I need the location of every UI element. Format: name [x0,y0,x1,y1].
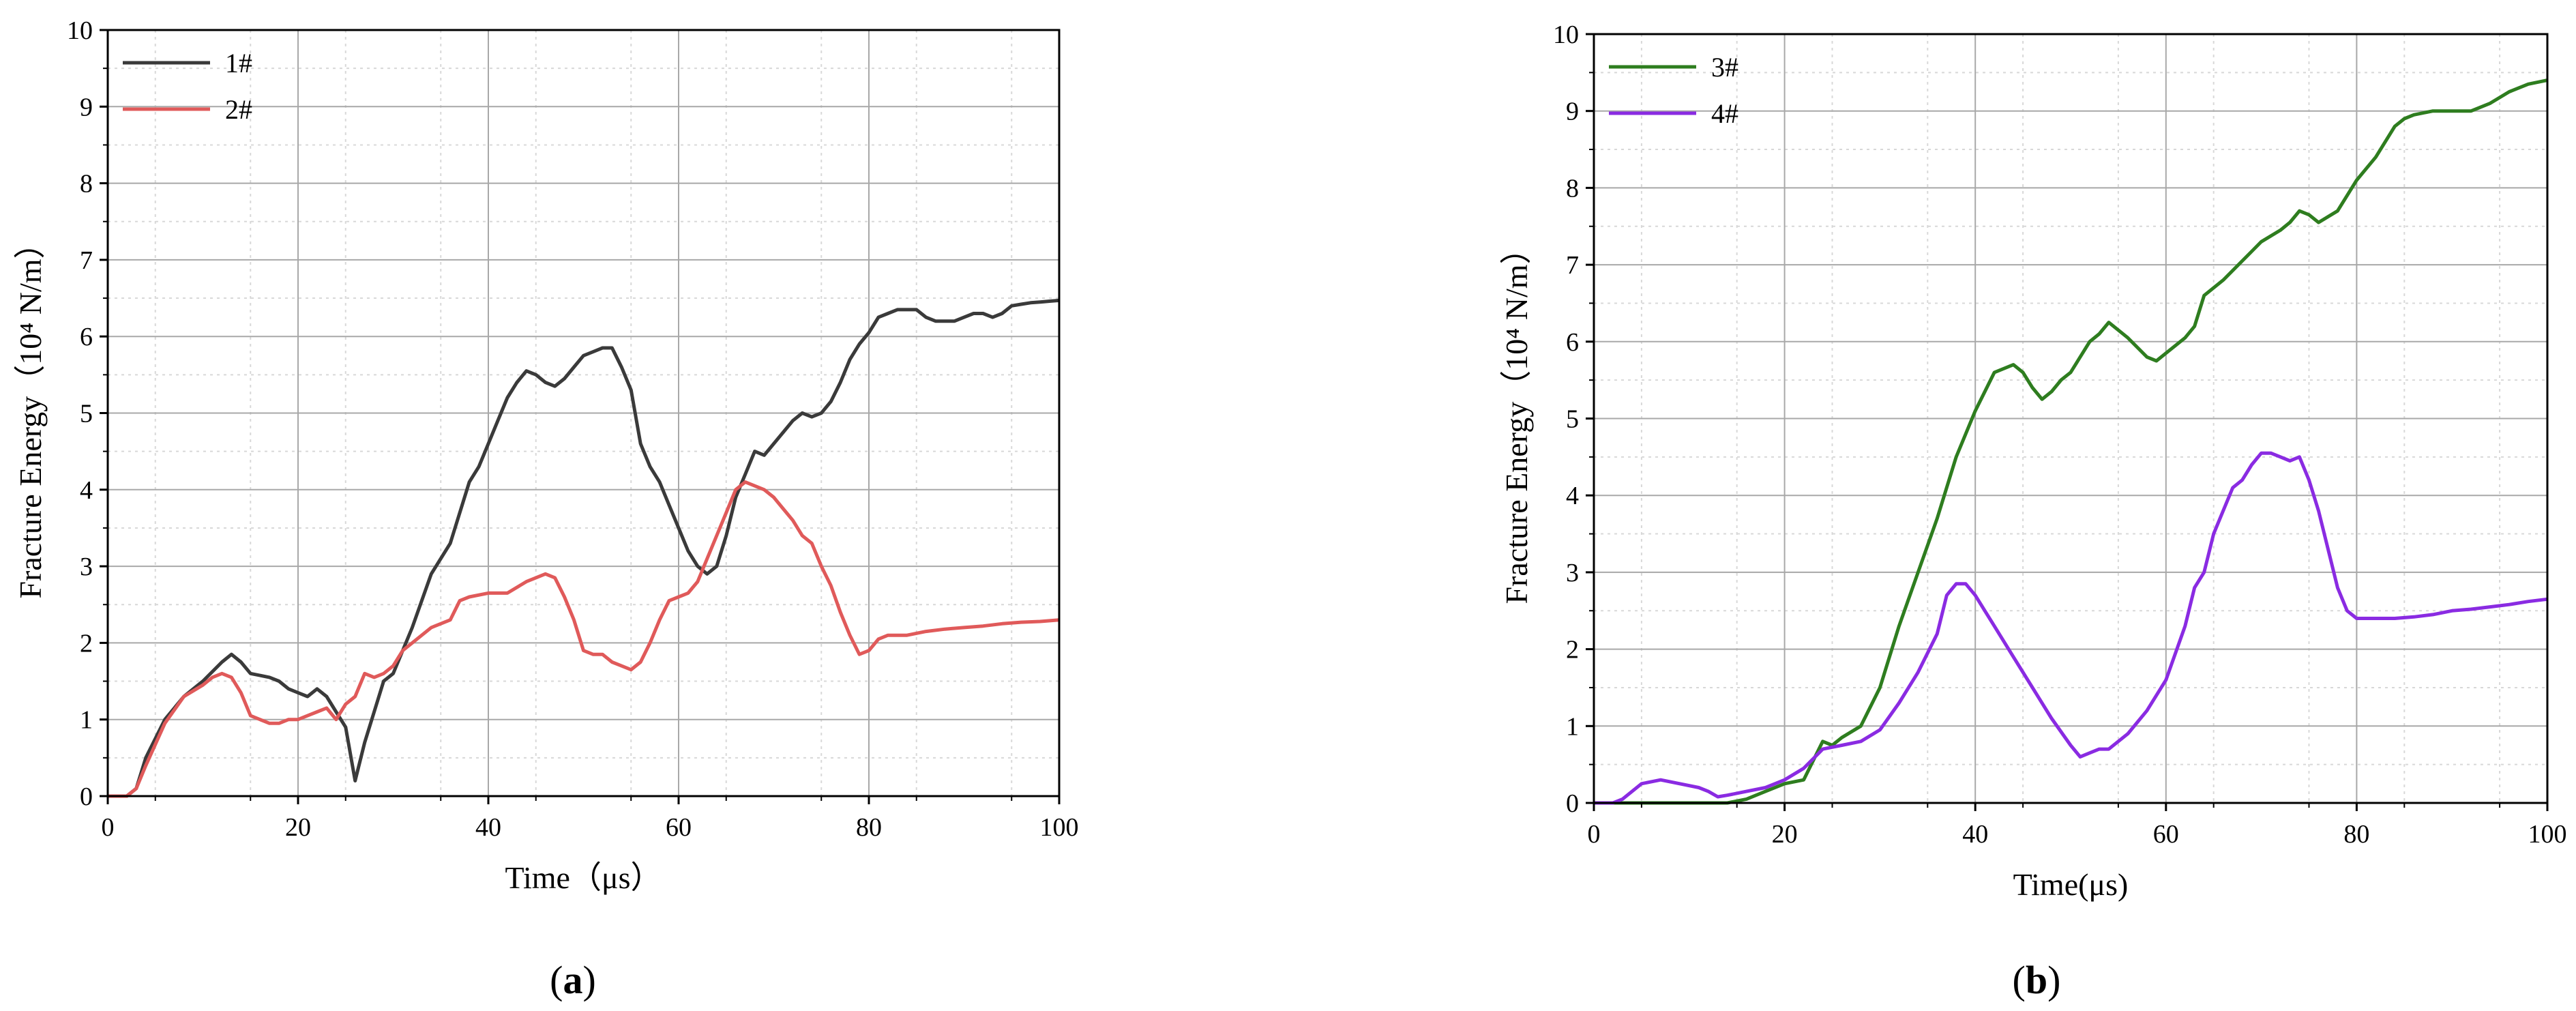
grid [1594,34,2547,803]
x-tick-label: 20 [1772,820,1798,849]
y-tick-label: 5 [80,400,93,428]
chart-panel-a: 0 20 40 60 80 100 0 1 2 3 4 5 6 7 8 9 10 1# 2# Time（μs） F… [13,16,1079,1002]
panel-label: (b) [2013,958,2061,1002]
series-line-2 [108,480,1060,798]
legend-label: 2# [225,94,252,125]
panel-label: (a) [550,958,596,1002]
series-lines [108,298,1060,798]
x-tick-label: 80 [856,813,882,842]
x-tick-label: 100 [1040,813,1079,842]
axis-ticks: 0 20 40 60 80 100 0 1 2 3 4 5 6 7 8 9 10 [1553,20,2567,849]
series-line-3 [1594,78,2548,805]
y-tick-label: 7 [1566,251,1579,280]
legend: 3#4# [1609,52,1738,129]
x-tick-label: 60 [666,813,692,842]
y-tick-label: 6 [1566,328,1579,357]
y-tick-label: 8 [80,170,93,199]
x-tick-label: 40 [1962,820,1988,849]
y-tick-label: 9 [1566,98,1579,126]
legend-label: 3# [1711,52,1738,83]
x-tick-label: 80 [2343,820,2369,849]
x-axis-label: Time(μs) [2013,867,2129,902]
y-tick-label: 1 [1566,712,1579,741]
y-axis-label: Fracture Energy（10⁴ N/m） [13,227,48,598]
grid [108,30,1059,796]
legend-label: 1# [225,48,252,78]
y-tick-label: 2 [80,629,93,658]
series-line-1 [108,298,1060,798]
y-tick-label: 1 [80,706,93,735]
y-tick-label: 4 [1566,482,1579,510]
x-tick-label: 40 [475,813,501,842]
y-tick-label: 7 [80,246,93,275]
x-tick-label: 100 [2528,820,2567,849]
y-tick-label: 10 [1553,20,1579,49]
x-tick-label: 20 [285,813,311,842]
y-tick-label: 3 [1566,559,1579,587]
legend: 1# 2# [123,48,252,125]
y-tick-label: 10 [67,16,93,45]
y-tick-label: 3 [80,553,93,581]
y-tick-label: 9 [80,93,93,121]
y-tick-label: 8 [1566,174,1579,203]
y-tick-label: 5 [1566,405,1579,434]
x-axis-label: Time（μs） [505,860,662,895]
series-lines [1594,78,2548,805]
x-tick-label: 0 [1588,820,1601,849]
y-tick-label: 0 [80,782,93,811]
x-tick-label: 0 [102,813,115,842]
legend-label: 4# [1711,98,1738,129]
y-tick-label: 6 [80,323,93,351]
series-line-4 [1594,451,2548,805]
axis-ticks: 0 20 40 60 80 100 0 1 2 3 4 5 6 7 8 9 10 [67,16,1079,842]
y-tick-label: 4 [80,476,93,505]
y-tick-label: 2 [1566,636,1579,664]
x-tick-label: 60 [2153,820,2179,849]
y-axis-label: Fracture Energy（10⁴ N/m） [1499,233,1534,604]
y-tick-label: 0 [1566,789,1579,818]
